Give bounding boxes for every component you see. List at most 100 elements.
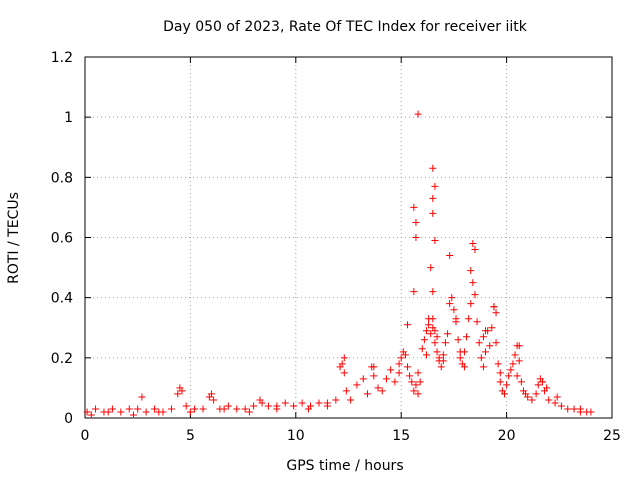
data-point bbox=[412, 234, 420, 241]
data-point bbox=[431, 339, 439, 347]
data-point bbox=[410, 288, 418, 296]
data-point bbox=[125, 405, 133, 413]
data-point bbox=[439, 351, 447, 359]
data-point bbox=[553, 393, 561, 401]
data-point bbox=[416, 378, 424, 386]
data-point bbox=[406, 372, 414, 380]
data-point bbox=[538, 378, 546, 386]
data-point bbox=[224, 402, 232, 410]
data-point bbox=[557, 402, 565, 410]
data-point bbox=[401, 351, 409, 359]
data-point bbox=[441, 339, 449, 347]
data-point bbox=[92, 405, 100, 413]
data-point bbox=[433, 333, 441, 341]
data-point bbox=[378, 387, 386, 395]
data-point bbox=[129, 411, 137, 419]
data-point bbox=[492, 339, 500, 347]
data-point bbox=[233, 405, 241, 413]
data-point bbox=[564, 405, 572, 413]
data-point bbox=[340, 354, 348, 362]
data-point bbox=[490, 303, 498, 311]
data-point bbox=[395, 369, 403, 377]
data-point bbox=[496, 369, 504, 377]
data-point bbox=[469, 279, 477, 287]
data-point bbox=[452, 315, 460, 323]
data-point bbox=[258, 399, 266, 407]
data-point bbox=[391, 378, 399, 386]
data-point bbox=[431, 327, 439, 335]
data-point bbox=[374, 384, 382, 392]
data-point bbox=[479, 363, 487, 371]
data-point bbox=[422, 351, 430, 359]
y-tick-label: 0.6 bbox=[51, 231, 73, 247]
x-axis-label: GPS time / hours bbox=[286, 458, 403, 474]
data-point bbox=[528, 396, 536, 404]
y-tick-label: 1 bbox=[64, 110, 73, 126]
data-point bbox=[83, 408, 91, 416]
data-point bbox=[473, 318, 481, 326]
data-point bbox=[587, 408, 595, 416]
data-points bbox=[83, 110, 595, 419]
data-point bbox=[534, 381, 542, 389]
data-point bbox=[404, 363, 412, 371]
data-point bbox=[425, 321, 433, 329]
x-tick-label: 10 bbox=[287, 428, 305, 444]
data-point bbox=[469, 240, 477, 248]
data-point bbox=[220, 405, 228, 413]
data-point bbox=[509, 360, 517, 368]
data-point bbox=[448, 294, 456, 302]
data-point bbox=[117, 408, 125, 416]
data-point bbox=[511, 351, 519, 359]
data-point bbox=[515, 357, 523, 365]
data-point bbox=[304, 405, 312, 413]
data-point bbox=[104, 408, 112, 416]
data-point bbox=[207, 390, 215, 398]
data-point bbox=[338, 360, 346, 368]
data-point bbox=[437, 363, 445, 371]
data-point bbox=[425, 315, 433, 323]
data-point bbox=[264, 402, 272, 410]
y-tick-label: 0.4 bbox=[51, 291, 73, 307]
data-point bbox=[410, 387, 418, 395]
data-point bbox=[108, 405, 116, 413]
data-point bbox=[446, 300, 454, 308]
data-point bbox=[496, 378, 504, 386]
data-point bbox=[465, 315, 473, 323]
data-point bbox=[387, 366, 395, 374]
data-point bbox=[460, 363, 468, 371]
y-axis-label: ROTI / TECUs bbox=[6, 192, 22, 284]
data-point bbox=[456, 354, 464, 362]
data-point bbox=[134, 405, 142, 413]
data-point bbox=[477, 354, 485, 362]
data-point bbox=[250, 402, 258, 410]
data-point bbox=[444, 330, 452, 338]
data-point bbox=[420, 336, 428, 344]
data-point bbox=[186, 408, 194, 416]
data-point bbox=[245, 408, 253, 416]
data-point bbox=[515, 342, 523, 350]
data-point bbox=[488, 324, 496, 332]
data-point bbox=[332, 396, 340, 404]
data-point bbox=[532, 390, 540, 398]
data-point bbox=[410, 203, 418, 211]
data-point bbox=[439, 357, 447, 365]
axis-ticks bbox=[84, 56, 613, 419]
data-point bbox=[446, 252, 454, 260]
gridlines bbox=[85, 57, 612, 418]
y-tick-label: 0.8 bbox=[51, 170, 73, 186]
y-tick-label: 0.2 bbox=[51, 351, 73, 367]
data-point bbox=[494, 360, 502, 368]
data-point bbox=[414, 110, 422, 118]
data-point bbox=[395, 360, 403, 368]
data-point bbox=[500, 390, 508, 398]
plot-frame bbox=[84, 56, 613, 419]
data-point bbox=[353, 381, 361, 389]
data-point bbox=[422, 327, 430, 335]
data-point bbox=[414, 390, 422, 398]
data-point bbox=[450, 306, 458, 314]
data-point bbox=[342, 387, 350, 395]
data-point bbox=[412, 381, 420, 389]
data-point bbox=[513, 372, 521, 380]
chart-title: Day 050 of 2023, Rate Of TEC Index for r… bbox=[163, 19, 528, 35]
data-point bbox=[545, 396, 553, 404]
